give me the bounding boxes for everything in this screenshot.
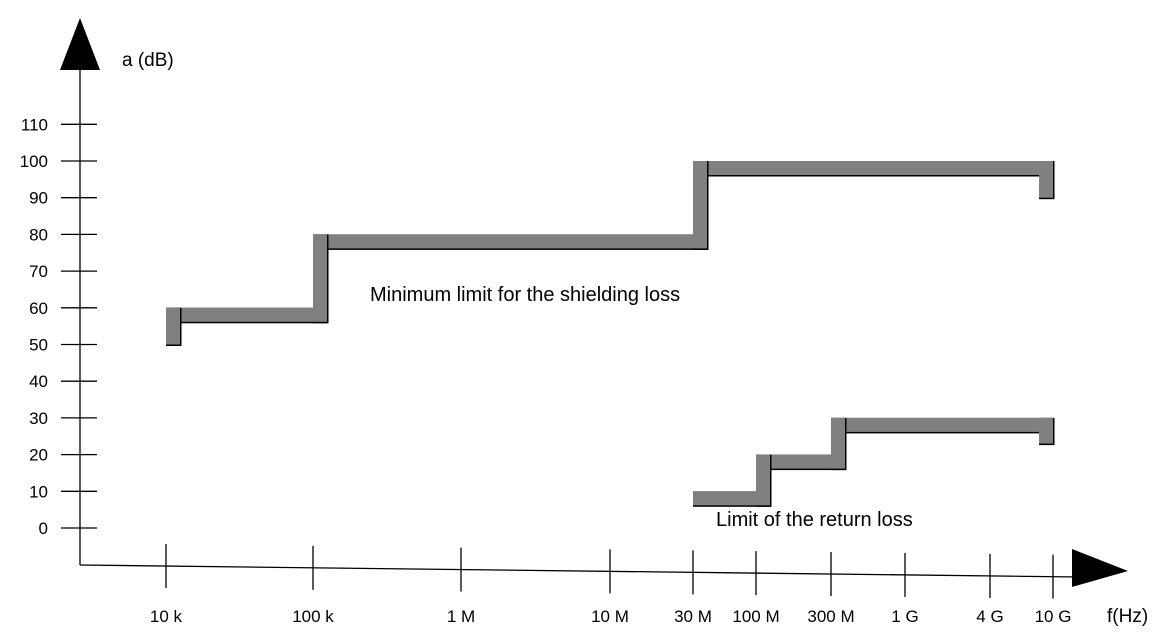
series	[166, 161, 1055, 507]
x-tick-label: 100 M	[732, 607, 779, 626]
y-tick-label: 90	[29, 189, 48, 208]
return-loss-step-band	[756, 454, 845, 469]
y-tick-label: 40	[29, 372, 48, 391]
return-loss-riser-band	[831, 417, 845, 469]
y-tick-label: 70	[29, 262, 48, 281]
x-axis-title: f(Hz)	[1107, 606, 1148, 627]
y-ticks: 0 10 20 30 40 50 60 70 80 90 100 110	[20, 115, 97, 538]
x-axis-arrow	[1072, 549, 1128, 587]
y-tick-label: 50	[29, 336, 48, 355]
x-ticks: 10 k 100 k 1 M 10 M 30 M 100 M 300 M 1 G 4 G 10 G	[150, 544, 1072, 626]
x-axis: f(Hz)	[79, 549, 1148, 627]
x-tick-label: 1 M	[447, 607, 475, 626]
y-axis-title: a (dB)	[122, 50, 174, 71]
shielding-loss-step-band	[693, 161, 1053, 175]
x-tick-label: 100 k	[292, 607, 334, 626]
y-tick-label: 0	[39, 519, 48, 538]
return-loss-step-band	[831, 417, 1053, 432]
shielding-loss-riser-band	[313, 234, 327, 322]
y-tick-label: 10	[29, 482, 48, 501]
y-tick-label: 110	[21, 115, 48, 134]
x-axis-line	[79, 564, 1081, 578]
return-loss-step-band	[693, 491, 770, 506]
shielding-loss-start-band	[166, 307, 180, 345]
annotations: Minimum limit for the shielding loss Lim…	[370, 284, 913, 531]
x-tick-label: 300 M	[807, 607, 854, 626]
y-axis: a (dB)	[60, 18, 174, 565]
x-tick-label: 10 k	[150, 607, 183, 626]
shielding-loss-annotation: Minimum limit for the shielding loss	[370, 284, 680, 306]
y-tick-label: 60	[29, 299, 48, 318]
x-tick-label: 10 M	[591, 607, 629, 626]
x-tick-label: 4 G	[976, 607, 1003, 626]
x-tick-label: 1 G	[891, 607, 918, 626]
x-tick-label: 10 G	[1035, 607, 1072, 626]
x-tick-label: 30 M	[674, 607, 712, 626]
y-tick-label: 80	[29, 225, 48, 244]
shielding-loss-step-band	[166, 307, 327, 322]
return-loss-end-band	[1039, 417, 1053, 444]
return-loss-riser-band	[756, 454, 770, 506]
y-tick-label: 100	[20, 152, 48, 171]
return-loss-annotation: Limit of the return loss	[716, 509, 913, 531]
y-tick-label: 30	[29, 409, 48, 428]
y-axis-arrow	[60, 18, 100, 70]
shielding-loss-step-band	[313, 234, 707, 249]
shielding-loss-end-band	[1039, 161, 1053, 198]
y-tick-label: 20	[29, 446, 48, 465]
shielding-loss-riser-band	[693, 161, 707, 249]
